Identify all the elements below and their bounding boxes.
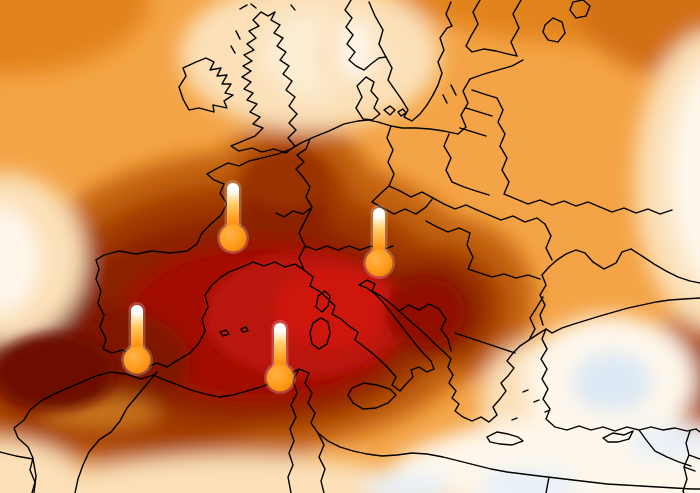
- coastline-crete: [486, 431, 524, 446]
- border-libya-egypt: [545, 476, 550, 493]
- border-greece-north: [454, 296, 544, 354]
- coastline-sweden: [385, 1, 453, 122]
- border-turkey-syria-iraq: [638, 428, 700, 472]
- border-slovakia-hungary: [432, 197, 546, 225]
- blue-southeast-med: [628, 427, 700, 459]
- contour-cores: [0, 150, 465, 410]
- coastline-north-africa: [140, 368, 700, 490]
- coastline-turkey-north: [545, 297, 700, 334]
- light-sahara-band: [22, 455, 458, 493]
- coastline-aegean-islands: [511, 389, 551, 421]
- border-czech: [371, 185, 434, 215]
- border-hungary-romania: [425, 220, 541, 280]
- border-algeria-tunisia: [287, 368, 300, 493]
- coastline-ireland: [178, 57, 234, 113]
- border-france-germany-italy: [275, 176, 313, 271]
- coastline-gotland: [442, 84, 457, 104]
- coastline-sicily: [347, 382, 397, 410]
- coastline-lake-onega: [569, 0, 591, 19]
- light-right-edge-white: [670, 68, 700, 282]
- core-morocco-darkest: [0, 334, 115, 410]
- coastline-corsica: [315, 290, 331, 313]
- coastline-danish-isles: [383, 105, 407, 117]
- border-russia-east: [599, 206, 673, 215]
- coastline-norway: [344, 0, 387, 71]
- border-finland-russia: [510, 0, 522, 57]
- coastline-jutland: [355, 76, 381, 121]
- border-benelux: [295, 138, 311, 178]
- coastline-baltic-east: [457, 78, 471, 135]
- border-baltics: [459, 89, 506, 147]
- border-balkans-inland: [398, 303, 452, 352]
- core-hottest-red: [274, 268, 390, 348]
- coastline-finland: [465, 0, 518, 57]
- coastline-lake-ladoga: [542, 17, 566, 43]
- coastline-baltic-south: [357, 119, 459, 135]
- coastline-italy: [303, 269, 435, 392]
- border-germany-poland: [386, 125, 395, 187]
- border-poland-east: [443, 133, 490, 196]
- coastline-turkey-west-south: [540, 328, 697, 432]
- coastline-sardinia: [309, 317, 331, 350]
- blue-south-med: [478, 469, 578, 493]
- light-left-edge-white: [0, 205, 40, 315]
- border-morocco-algeria: [74, 371, 158, 493]
- blue-anatolia: [572, 352, 652, 412]
- coastline-atlantic-iberia: [95, 120, 359, 368]
- light-norway-white: [338, 18, 374, 82]
- coastline-morocco-atlantic: [13, 371, 142, 493]
- coastline-scottish-isles: [230, 3, 296, 54]
- coastline-estonia: [469, 59, 524, 80]
- coastline-great-britain: [230, 11, 298, 154]
- band-top-left-dark: [0, 0, 150, 75]
- coastline-cyprus: [602, 430, 634, 443]
- core-adriatic-dark: [385, 278, 465, 346]
- coastline-balearics: [219, 326, 249, 337]
- border-norway-sweden: [368, 1, 387, 58]
- coastline-black-sea: [539, 248, 700, 326]
- border-west-sahara: [0, 451, 37, 493]
- blue-south-med-west: [363, 474, 453, 493]
- border-moldova: [544, 223, 553, 261]
- border-belarus-ukraine: [499, 145, 601, 208]
- border-tunisia-libya: [317, 432, 326, 493]
